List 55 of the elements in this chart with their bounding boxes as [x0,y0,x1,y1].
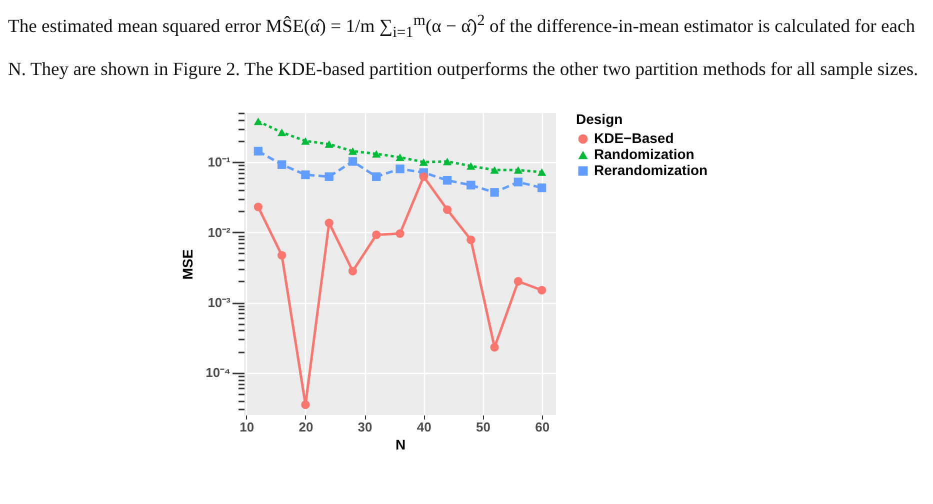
text: The estimated mean squared error MŜE(α̂) = 1/m ∑$_{i=1}$$^{m}$(α − α̂)$^{2}$ of the difference-in-mean estimator is calculated for each N. They are shown in Figure 2. The KDE-based partition outperforms the other two partition methods for all sample sizes. [7,11,920,82]
point [419,158,428,166]
y-axis-title: MSE [180,249,196,280]
point [324,140,334,148]
y-tick-label: 10⁻¹ [208,154,230,170]
point [301,400,310,409]
point [442,205,452,214]
x-tick-label: 20 [298,419,314,434]
legend-label: Rerandomization [594,162,708,178]
point [324,218,334,228]
point [537,183,546,192]
point [324,172,334,181]
point [419,172,428,181]
point [254,202,263,212]
point [348,157,358,166]
point [466,180,476,190]
point [490,188,499,197]
x-tick-label: 50 [476,419,490,434]
point [277,160,286,169]
point [514,276,523,286]
point [396,164,404,174]
point [372,172,381,181]
point [372,150,381,158]
point [348,266,358,276]
point [396,153,404,161]
x-axis-title: N [395,436,406,452]
point [301,170,310,179]
y-tick-label: 10⁻⁴ [206,365,230,380]
point [537,168,546,176]
x-tick-label: 30 [358,419,372,434]
x-tick-label: 10 [240,419,254,434]
point [348,147,358,155]
point [277,250,286,260]
point [277,128,286,136]
point [514,166,523,174]
legend-label: Randomization [594,146,694,162]
point [490,166,499,174]
point [466,235,476,244]
point [254,118,263,126]
point [442,158,452,166]
x-tick-label: 40 [416,419,432,434]
y-tick-label: 10⁻² [208,224,232,240]
point [254,146,263,156]
point [396,229,404,238]
legend-title: Design [576,110,623,127]
x-tick-label: 60 [535,419,550,434]
point [537,286,546,294]
point [301,137,310,145]
point [466,162,476,170]
point [490,342,499,352]
y-tick-label: 10⁻³ [208,294,232,310]
point [514,178,523,186]
legend-label: KDE−Based [594,130,674,146]
point [372,230,381,240]
point [442,176,452,185]
